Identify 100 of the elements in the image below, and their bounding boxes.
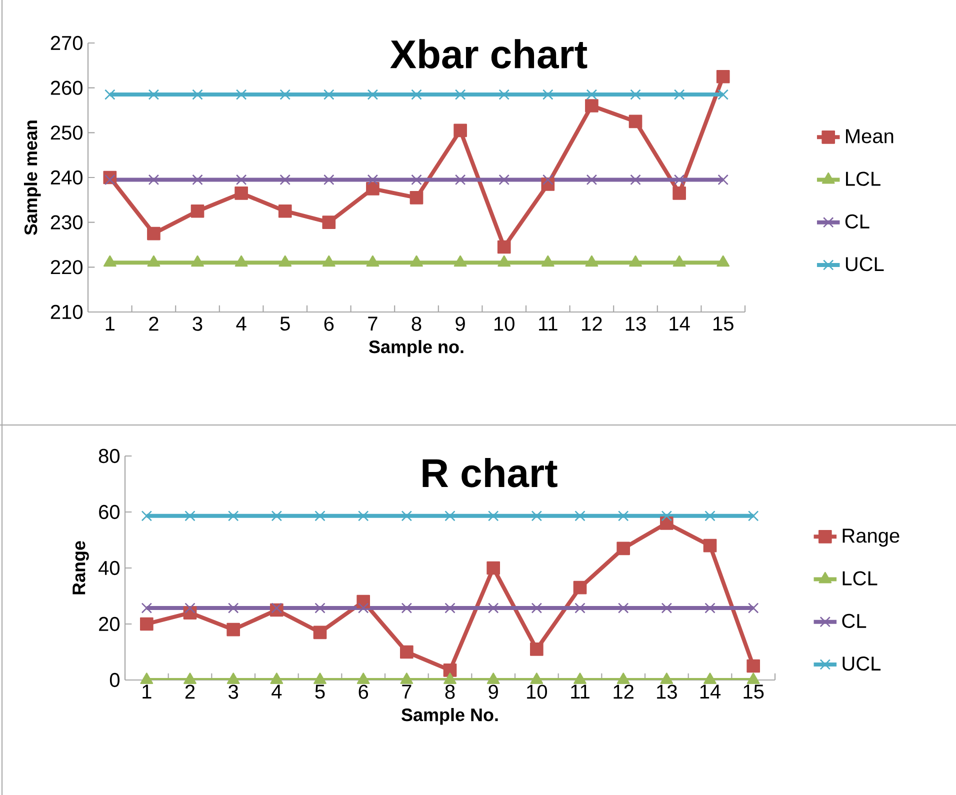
point — [530, 672, 544, 684]
point — [704, 602, 716, 614]
point — [148, 174, 160, 186]
point — [486, 672, 500, 684]
point — [401, 510, 412, 522]
point — [140, 672, 154, 684]
point — [228, 510, 239, 522]
x-tick-label: 10 — [494, 316, 514, 331]
point — [147, 226, 160, 240]
y-tick-label: 240 — [50, 170, 82, 185]
point — [618, 510, 629, 522]
x-tick-label: 2 — [149, 316, 158, 331]
point — [280, 174, 290, 186]
point — [141, 602, 152, 614]
y-axis-title: Range — [72, 541, 89, 594]
point — [324, 89, 334, 100]
point — [400, 645, 414, 659]
point — [574, 602, 586, 614]
chart-title: Xbar chart — [390, 39, 588, 69]
point — [400, 672, 414, 684]
point — [271, 510, 282, 522]
y-tick-label: 40 — [98, 560, 120, 576]
point — [498, 89, 510, 100]
point — [228, 602, 239, 614]
x-tick-label: 4 — [236, 316, 246, 330]
point — [444, 672, 456, 684]
point — [585, 255, 598, 267]
point — [314, 602, 326, 614]
point — [454, 89, 466, 100]
point — [454, 124, 467, 138]
point — [616, 542, 630, 556]
point — [184, 510, 196, 522]
x-tick-label: 1 — [106, 316, 114, 330]
point — [314, 510, 326, 522]
x-axis-title: Sample No. — [402, 708, 498, 725]
legend-label: LCL — [846, 172, 880, 186]
point — [234, 255, 248, 267]
y-tick-label: 230 — [50, 215, 82, 230]
point — [541, 255, 554, 267]
point — [366, 255, 380, 267]
point — [190, 204, 204, 218]
point — [411, 89, 422, 100]
point — [486, 561, 500, 575]
x-tick-label: 13 — [657, 684, 677, 699]
point — [498, 174, 510, 186]
x-tick-label: 13 — [626, 316, 646, 331]
x-tick-label: 9 — [456, 316, 465, 331]
point — [401, 602, 412, 614]
point — [192, 89, 203, 100]
point — [531, 510, 542, 522]
point — [660, 672, 674, 684]
point — [236, 174, 247, 186]
y-tick-label: 80 — [98, 448, 120, 464]
point — [716, 255, 730, 267]
point — [184, 672, 196, 684]
point — [271, 602, 282, 614]
x-tick-label: 11 — [539, 316, 558, 330]
y-tick-label: 220 — [50, 260, 82, 274]
x-tick-label: 5 — [315, 684, 325, 699]
point — [573, 580, 587, 594]
chart-title: R chart — [422, 458, 558, 488]
point — [748, 602, 759, 614]
x-tick-label: 14 — [700, 684, 721, 698]
point — [718, 89, 728, 100]
point — [672, 255, 686, 267]
point — [443, 664, 457, 677]
x-tick-label: 6 — [358, 684, 368, 699]
point — [358, 602, 369, 614]
point — [542, 174, 554, 186]
point — [444, 602, 456, 614]
point — [629, 255, 642, 267]
point — [704, 510, 716, 522]
y-axis-title: Sample mean — [24, 120, 41, 236]
y-tick-label: 260 — [50, 80, 82, 95]
point — [674, 89, 685, 100]
legend-label: UCL — [842, 656, 881, 671]
point — [531, 602, 542, 614]
y-tick-label: 60 — [99, 504, 120, 520]
point — [661, 510, 672, 522]
x-tick-label: 15 — [714, 316, 734, 331]
point — [454, 255, 467, 267]
point — [488, 602, 499, 614]
x-tick-label: 11 — [571, 684, 590, 698]
legend-label: CL — [845, 214, 870, 229]
point — [356, 672, 370, 684]
point — [703, 538, 717, 552]
point — [574, 672, 586, 684]
point — [367, 89, 378, 100]
point — [322, 216, 336, 230]
x-tick-label: 7 — [368, 316, 378, 330]
point — [618, 602, 629, 614]
point — [226, 622, 240, 636]
point — [148, 89, 160, 100]
point — [586, 89, 598, 100]
x-tick-label: 3 — [228, 684, 238, 699]
point — [630, 89, 641, 100]
y-tick-label: 210 — [50, 304, 82, 320]
point — [704, 672, 716, 684]
point — [324, 174, 334, 186]
point — [746, 659, 760, 673]
